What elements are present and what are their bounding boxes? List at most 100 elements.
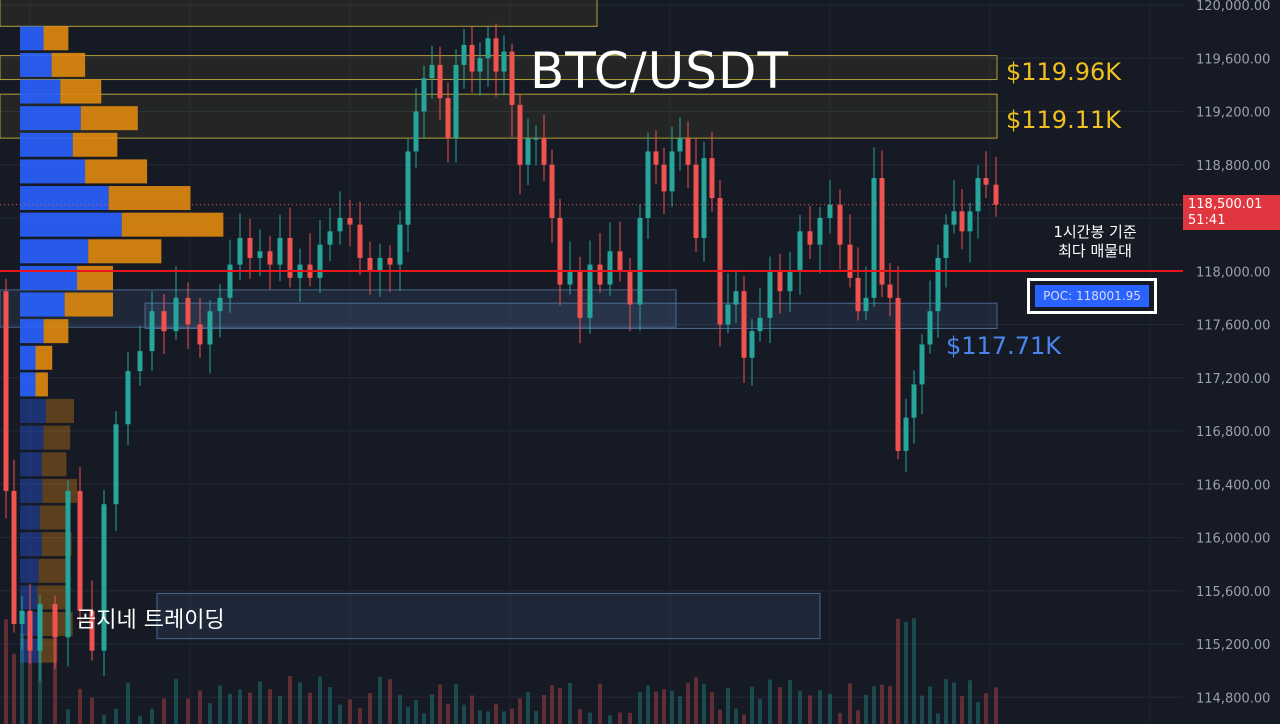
candle-body <box>267 251 273 265</box>
annotation-line-2: 최다 매물대 <box>1058 242 1132 260</box>
vp-buy-bar <box>20 292 65 317</box>
candle-body <box>855 277 861 312</box>
candle-body <box>587 264 593 318</box>
volume-bar <box>702 683 706 724</box>
candle-body <box>19 610 25 625</box>
volume-bar <box>758 698 762 724</box>
vp-sell-bar <box>35 345 53 370</box>
volume-bar <box>638 692 642 724</box>
candle-body <box>701 158 707 238</box>
volume-bar <box>53 630 57 724</box>
volume-bar <box>20 633 24 724</box>
volume-bar <box>750 686 754 724</box>
volume-bar <box>888 685 892 724</box>
candle-body <box>77 490 83 611</box>
candle-body <box>453 64 459 139</box>
volume-bar <box>358 707 362 724</box>
volume-bar <box>864 694 868 724</box>
vp-buy-bar <box>20 478 43 503</box>
volume-bar <box>78 689 82 724</box>
volume-bar <box>494 703 498 724</box>
vp-sell-bar <box>60 79 102 104</box>
volume-bar <box>328 687 332 724</box>
candle-body <box>113 424 119 505</box>
vp-sell-bar <box>72 132 118 157</box>
candle-body <box>887 284 893 298</box>
volume-bar <box>654 691 658 724</box>
candle-body <box>327 231 333 245</box>
y-tick-label: 115,600.00 <box>1196 585 1270 600</box>
volume-bar <box>114 708 118 724</box>
candle-body <box>317 244 323 278</box>
candle-body <box>287 237 293 278</box>
vp-buy-bar <box>20 106 81 131</box>
candle-body <box>557 218 563 285</box>
volume-bar <box>174 678 178 724</box>
vp-sell-bar <box>46 399 74 424</box>
candle-body <box>895 297 901 451</box>
candle-body <box>37 604 43 651</box>
vp-sell-bar <box>38 638 58 663</box>
volume-bar <box>628 712 632 724</box>
candle-body <box>377 257 383 272</box>
candle-body <box>525 138 531 165</box>
candle-body <box>567 271 573 285</box>
volume-bar <box>248 692 252 724</box>
candle-body <box>807 231 813 245</box>
candle-body <box>52 604 58 638</box>
volume-bar <box>960 696 964 724</box>
candle-body <box>445 98 451 139</box>
candle-body <box>951 211 957 225</box>
zone-box <box>0 93 998 139</box>
volume-bar <box>768 679 772 724</box>
volume-bar <box>510 708 514 724</box>
volume-bar <box>162 698 166 724</box>
vp-sell-bar <box>43 26 69 51</box>
poc-callout: POC: 118001.95 <box>1027 278 1157 314</box>
y-tick-label: 115,200.00 <box>1196 638 1270 653</box>
candle-body <box>367 257 373 272</box>
candle-body <box>597 264 603 285</box>
vp-sell-bar <box>41 452 67 477</box>
volume-bar <box>928 686 932 724</box>
volume-bar <box>646 685 650 724</box>
candle-body <box>429 64 435 79</box>
volume-bar <box>486 711 490 724</box>
candle-body <box>983 178 989 185</box>
vp-buy-bar <box>20 79 61 104</box>
vp-buy-bar <box>20 159 86 184</box>
volume-bar <box>462 704 466 724</box>
volume-bar <box>414 699 418 724</box>
chart-title: BTC/USDT <box>530 42 790 100</box>
vp-buy-bar <box>20 585 38 610</box>
volume-bar <box>318 676 322 724</box>
candle-body <box>185 297 191 325</box>
vp-sell-bar <box>43 319 69 344</box>
volume-bar <box>138 715 142 724</box>
candle-body <box>11 490 17 625</box>
zone-label-119110: $119.11K <box>1006 106 1121 134</box>
candle-body <box>397 224 403 265</box>
volume-bar <box>608 715 612 724</box>
volume-bar <box>568 682 572 724</box>
volume-bar <box>66 709 70 724</box>
volume-bar <box>150 708 154 724</box>
volume-bar <box>454 684 458 724</box>
candle-body <box>935 257 941 312</box>
volume-bar <box>12 653 16 724</box>
volume-bar <box>90 697 94 724</box>
vp-sell-bar <box>121 212 224 237</box>
volume-bar <box>338 704 342 724</box>
volume-bar <box>308 692 312 724</box>
y-tick-label: 117,600.00 <box>1196 319 1270 334</box>
candle-body <box>863 297 869 312</box>
volume-bar <box>446 703 450 724</box>
volume-bar <box>828 693 832 724</box>
candle-body <box>617 251 623 272</box>
volume-bar <box>920 695 924 724</box>
y-tick-label: 118,000.00 <box>1196 265 1270 280</box>
candle-body <box>89 610 95 651</box>
candle-body <box>627 271 633 305</box>
